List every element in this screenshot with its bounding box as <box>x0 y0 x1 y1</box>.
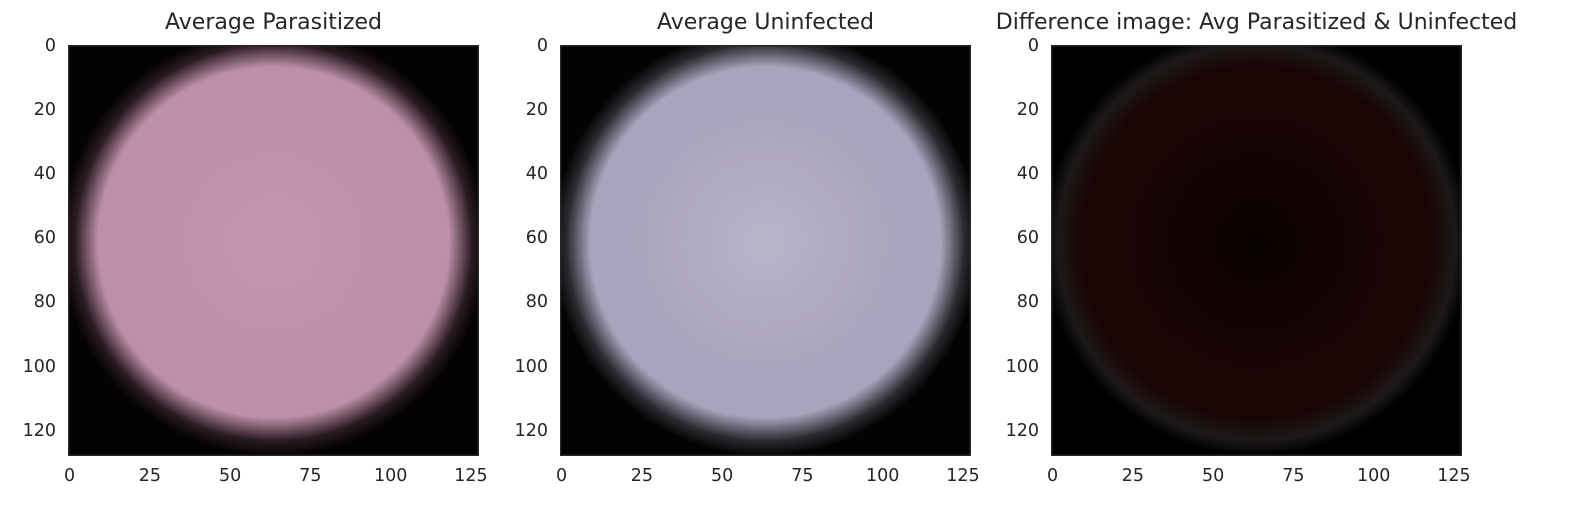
x-tick-label: 100 <box>373 466 408 486</box>
y-tick-label: 0 <box>536 35 548 56</box>
y-tick-label: 100 <box>22 356 56 377</box>
x-tick-label: 0 <box>1047 466 1059 486</box>
axes-frame <box>1051 45 1462 456</box>
y-tick-label: 60 <box>525 228 548 249</box>
y-tick-label: 100 <box>1005 356 1039 377</box>
heatmap-image <box>560 45 971 456</box>
y-tick-label: 120 <box>514 420 548 441</box>
x-tick-label: 0 <box>64 466 76 486</box>
x-tick-label: 25 <box>630 466 654 486</box>
x-tick-label: 50 <box>1202 466 1225 486</box>
x-tick-label: 25 <box>1121 466 1145 486</box>
x-tick-label: 125 <box>1437 466 1471 486</box>
chart-title: Average Uninfected <box>657 10 874 35</box>
y-tick-label: 100 <box>514 356 548 377</box>
x-tick-label: 50 <box>219 466 242 486</box>
heatmap-image <box>1051 45 1462 456</box>
y-tick-label: 60 <box>33 228 56 249</box>
y-tick-label: 40 <box>33 164 56 185</box>
y-tick-label: 60 <box>1016 228 1039 249</box>
y-tick-label: 20 <box>1016 99 1039 120</box>
y-tick-label: 0 <box>1027 35 1039 56</box>
y-tick-label: 40 <box>525 164 548 185</box>
heatmap-image <box>68 45 479 456</box>
y-tick-label: 120 <box>1005 420 1039 441</box>
chart-title: Average Parasitized <box>165 10 382 35</box>
x-tick-label: 75 <box>299 466 322 486</box>
x-tick-label: 75 <box>791 466 814 486</box>
x-tick-label: 125 <box>454 466 488 486</box>
y-tick-label: 20 <box>33 99 56 120</box>
x-tick-label: 0 <box>556 466 568 486</box>
x-tick-label: 50 <box>711 466 734 486</box>
x-tick-label: 125 <box>946 466 980 486</box>
axes-frame <box>68 45 479 456</box>
y-tick-label: 80 <box>1016 292 1039 313</box>
chart-title: Difference image: Avg Parasitized & Unin… <box>995 10 1518 35</box>
cell-image <box>560 45 971 456</box>
y-tick-label: 40 <box>1016 164 1039 185</box>
y-tick-label: 120 <box>22 420 56 441</box>
y-tick-label: 80 <box>33 292 56 313</box>
cell-image <box>68 45 479 456</box>
x-tick-label: 25 <box>138 466 162 486</box>
y-tick-label: 80 <box>525 292 548 313</box>
y-tick-label: 0 <box>44 35 56 56</box>
cell-image <box>1051 45 1462 456</box>
axes-frame <box>560 45 971 456</box>
x-tick-label: 100 <box>1356 466 1391 486</box>
y-tick-label: 20 <box>525 99 548 120</box>
x-tick-label: 75 <box>1282 466 1305 486</box>
x-tick-label: 100 <box>865 466 900 486</box>
